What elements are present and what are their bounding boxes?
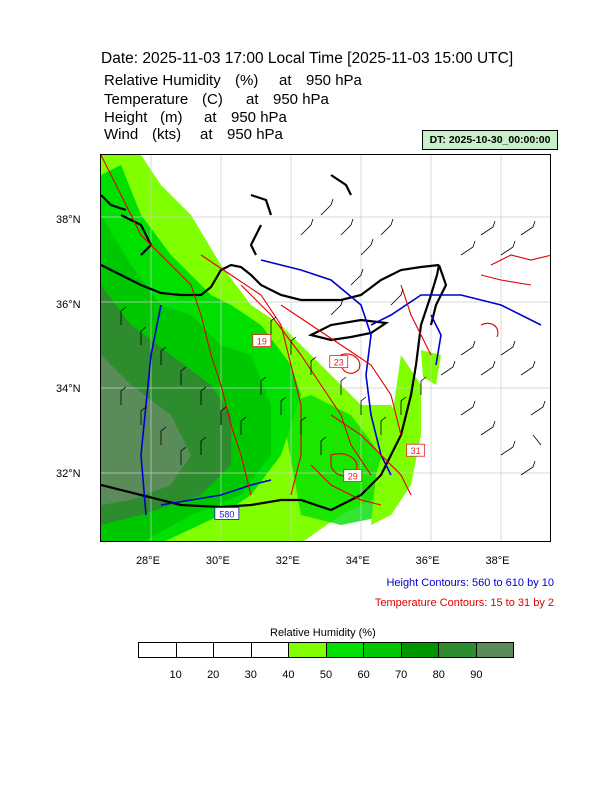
lat-tick-label: 36°N	[56, 298, 81, 311]
colorbar	[138, 642, 514, 658]
variable-line-wind: Wind (kts) at 950 hPa	[104, 126, 283, 143]
contour-label: 31	[411, 446, 421, 456]
colorbar-cell	[139, 643, 177, 657]
dt-badge: DT: 2025-10-30_00:00:00	[422, 130, 558, 150]
colorbar-cell	[176, 643, 214, 657]
variable-unit: (%)	[235, 72, 259, 89]
colorbar-label: 40	[282, 669, 295, 681]
contour-label-box	[329, 355, 349, 369]
colorbar-label: 70	[395, 669, 408, 681]
map-canvas: 19 23 29 31 580	[101, 155, 550, 541]
colorbar-cell	[251, 643, 289, 657]
variable-name: Relative Humidity	[104, 72, 221, 89]
contour-label-box	[343, 469, 363, 482]
variable-name: Height	[104, 109, 148, 126]
temperature-contours-legend: Temperature Contours: 15 to 31 by 2	[374, 597, 554, 609]
coastlines	[101, 174, 448, 512]
humidity-shade-east	[281, 395, 401, 525]
contour-label-box	[252, 334, 272, 347]
variable-level: 950 hPa	[227, 126, 283, 143]
variable-level: 950 hPa	[273, 91, 329, 108]
colorbar-label: 30	[244, 669, 257, 681]
variable-at: at	[200, 126, 213, 143]
humidity-shade-90	[101, 355, 191, 505]
colorbar-cell	[214, 643, 252, 657]
height-contours-legend: Height Contours: 560 to 610 by 10	[386, 577, 554, 589]
colorbar-cell	[364, 643, 402, 657]
colorbar-label: 20	[207, 669, 220, 681]
contour-labels: 19 23 29 31 580	[214, 334, 426, 520]
colorbar-cell	[476, 643, 513, 657]
humidity-shade-coast	[371, 355, 421, 525]
lon-tick-label: 38°E	[485, 555, 510, 567]
colorbar-cell	[326, 643, 364, 657]
contour-label-box	[214, 507, 240, 520]
colorbar-label: 50	[319, 669, 333, 681]
colorbar-cell	[289, 643, 327, 657]
colorbar-title: Relative Humidity (%)	[270, 627, 376, 639]
lon-tick-label: 30°E	[205, 555, 230, 567]
variable-unit: (kts)	[152, 126, 182, 143]
colorbar-label: 90	[470, 669, 483, 681]
lon-tick-label: 36°E	[415, 555, 440, 567]
variable-unit: (m)	[160, 109, 183, 126]
variable-level: 950 hPa	[231, 109, 287, 126]
colorbar-label: 10	[169, 669, 182, 681]
variable-level: 950 hPa	[306, 72, 362, 89]
variable-name: Wind	[104, 126, 139, 143]
date-title: Date: 2025-11-03 17:00 Local Time [2025-…	[101, 50, 514, 67]
map-panel: 19 23 29 31 580	[100, 154, 551, 542]
height-contours	[140, 259, 542, 516]
lat-tick-label: 34°N	[56, 383, 81, 396]
variable-at: at	[204, 109, 217, 126]
variable-line-rh: Relative Humidity (%) at 950 hPa	[104, 72, 362, 89]
variable-at: at	[246, 91, 259, 108]
colorbar-cell	[401, 643, 439, 657]
variable-name: Temperature	[104, 91, 189, 108]
wind-barbs	[120, 198, 546, 476]
lon-tick-label: 34°E	[345, 555, 370, 567]
temperature-contours	[101, 155, 550, 506]
lon-tick-label: 32°E	[275, 555, 300, 567]
variable-unit: (C)	[202, 91, 223, 108]
contour-label-box	[406, 443, 426, 457]
colorbar-label: 80	[432, 669, 445, 681]
colorbar-cell	[439, 643, 477, 657]
lon-tick-label: 28°E	[135, 555, 160, 567]
contour-label: 23	[334, 358, 344, 368]
variable-line-temperature: Temperature (C) at 950 hPa	[104, 91, 329, 108]
variable-at: at	[279, 72, 292, 89]
lat-tick-label: 32°N	[56, 467, 81, 480]
contour-label: 580	[219, 509, 234, 519]
lat-tick-label: 38°N	[56, 214, 81, 227]
contour-label: 29	[348, 472, 358, 482]
variable-line-height: Height (m) at 950 hPa	[104, 109, 287, 126]
contour-label: 19	[257, 337, 267, 347]
colorbar-label: 60	[357, 669, 370, 681]
